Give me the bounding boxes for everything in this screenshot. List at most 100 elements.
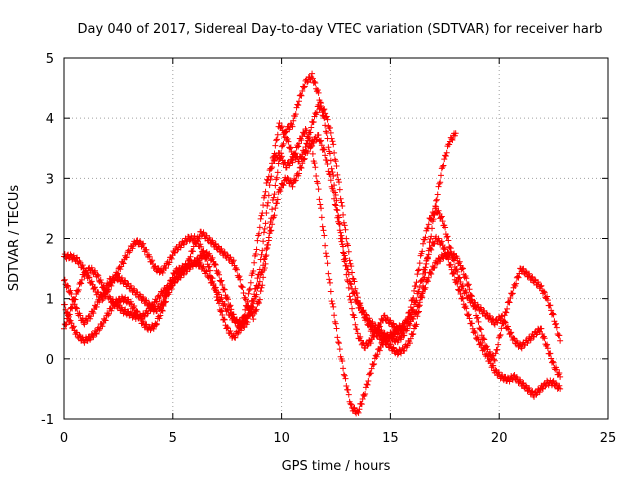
- data-point: [475, 318, 482, 325]
- data-point: [344, 386, 351, 393]
- data-point: [410, 316, 417, 322]
- data-point: [273, 174, 280, 181]
- data-point: [332, 320, 339, 327]
- data-point: [465, 311, 472, 318]
- data-point: [307, 144, 314, 151]
- data-point: [246, 305, 253, 312]
- data-point: [424, 278, 431, 285]
- data-point: [270, 153, 277, 160]
- data-point: [254, 237, 261, 244]
- data-point: [215, 269, 222, 276]
- data-point: [217, 308, 224, 315]
- data-point: [339, 203, 346, 210]
- data-point: [471, 303, 478, 310]
- data-point: [325, 144, 332, 151]
- data-point: [544, 345, 551, 352]
- data-point: [318, 205, 325, 212]
- data-point: [549, 358, 556, 365]
- data-point: [466, 286, 473, 293]
- data-point: [515, 274, 522, 281]
- data-point: [67, 251, 74, 258]
- data-point: [198, 243, 205, 250]
- data-point: [358, 401, 365, 408]
- data-point: [492, 350, 499, 357]
- data-point: [349, 269, 356, 276]
- data-point: [253, 306, 260, 313]
- data-point: [237, 276, 244, 283]
- data-point: [61, 301, 68, 308]
- data-point: [528, 274, 535, 281]
- data-point: [333, 206, 340, 213]
- data-point: [112, 300, 119, 307]
- data-point: [341, 222, 348, 229]
- data-point: [430, 216, 437, 223]
- data-point: [362, 390, 369, 397]
- data-point: [261, 225, 268, 232]
- data-point: [244, 319, 251, 326]
- data-point: [373, 353, 380, 360]
- data-point: [384, 331, 391, 338]
- data-point: [469, 299, 476, 306]
- data-point: [427, 269, 434, 276]
- data-point: [326, 276, 333, 283]
- data-point: [419, 248, 426, 255]
- data-point: [460, 295, 467, 302]
- data-point: [159, 291, 166, 298]
- data-point: [278, 150, 285, 157]
- data-point: [301, 83, 308, 90]
- data-point: [553, 320, 560, 327]
- data-point: [349, 286, 356, 293]
- data-point: [149, 257, 156, 264]
- data-point: [276, 120, 283, 127]
- data-point: [322, 122, 329, 129]
- data-point: [481, 336, 488, 343]
- data-point: [557, 385, 564, 392]
- data-point: [323, 130, 330, 137]
- data-point: [494, 346, 501, 353]
- data-point: [324, 260, 331, 267]
- data-point: [350, 289, 357, 296]
- data-point: [206, 263, 213, 270]
- data-point: [433, 260, 440, 267]
- data-point: [439, 218, 446, 225]
- data-point: [67, 317, 74, 324]
- data-point: [143, 246, 150, 253]
- data-point: [252, 250, 259, 257]
- data-point: [256, 296, 263, 303]
- data-point: [539, 385, 546, 392]
- data-point: [394, 351, 401, 358]
- data-point: [330, 172, 337, 179]
- data-point: [337, 195, 344, 202]
- data-point: [351, 290, 358, 297]
- data-point: [265, 199, 271, 206]
- data-point: [380, 330, 387, 337]
- data-point: [240, 290, 247, 297]
- data-point: [257, 288, 264, 295]
- data-point: [376, 347, 383, 354]
- data-point: [401, 332, 408, 339]
- data-point: [550, 359, 557, 366]
- data-point: [209, 254, 216, 261]
- data-point: [108, 307, 115, 314]
- data-point: [437, 179, 444, 186]
- data-point: [271, 191, 278, 198]
- data-point: [428, 233, 435, 240]
- data-point: [498, 325, 505, 332]
- data-point: [422, 264, 429, 271]
- data-point: [406, 322, 413, 329]
- data-point: [150, 325, 157, 332]
- data-point: [538, 325, 545, 332]
- data-point: [180, 241, 187, 248]
- data-point: [540, 288, 547, 295]
- data-point: [271, 150, 278, 157]
- data-point: [549, 310, 556, 317]
- data-point: [341, 372, 348, 379]
- data-point: [504, 305, 511, 312]
- data-marks: [61, 70, 564, 417]
- series-track-d: [61, 70, 564, 364]
- data-point: [256, 230, 263, 237]
- data-point: [342, 375, 349, 382]
- data-point: [261, 255, 268, 262]
- data-point: [455, 287, 462, 294]
- data-point: [416, 260, 423, 267]
